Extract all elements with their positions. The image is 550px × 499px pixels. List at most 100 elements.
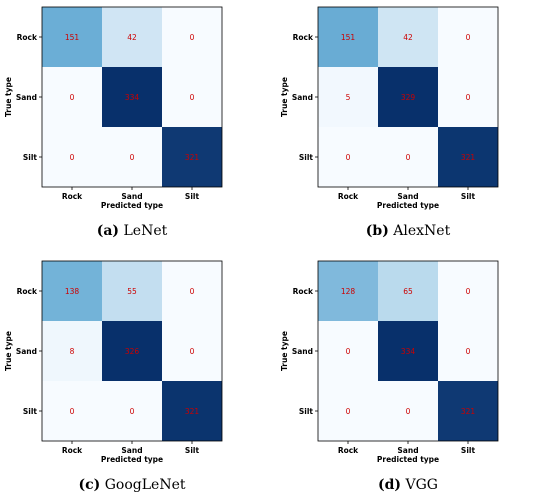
matrix-cell	[102, 321, 162, 381]
panel-caption: (b) AlexNet	[366, 223, 451, 239]
matrix-cell	[378, 7, 438, 67]
y-tick-label: Rock	[293, 287, 314, 296]
x-tick-label: Silt	[461, 446, 476, 455]
y-tick-label: Sand	[16, 347, 37, 356]
x-tick-label: Silt	[461, 192, 476, 201]
caption-model-name: GoogLeNet	[100, 477, 186, 493]
cell-value-label: 151	[65, 33, 80, 42]
matrix-cell	[438, 321, 498, 381]
cell-value-label: 138	[65, 287, 80, 296]
cell-value-label: 151	[341, 33, 356, 42]
matrix-cell	[438, 381, 498, 441]
cell-value-label: 8	[70, 347, 75, 356]
cell-value-label: 0	[130, 153, 135, 162]
cell-value-label: 42	[127, 33, 137, 42]
matrix-cell	[318, 381, 378, 441]
cell-value-label: 0	[466, 33, 471, 42]
matrix-cell	[42, 127, 102, 187]
cell-value-label: 321	[461, 407, 476, 416]
panel-caption: (a) LeNet	[97, 223, 168, 239]
matrix-cell	[318, 127, 378, 187]
cell-value-label: 329	[401, 93, 416, 102]
x-tick-label: Rock	[338, 446, 359, 455]
matrix-cell	[438, 67, 498, 127]
y-tick-label: Silt	[299, 407, 314, 416]
y-axis-title: True type	[280, 331, 289, 371]
matrix-cell	[378, 321, 438, 381]
matrix-cell	[318, 7, 378, 67]
confusion-matrix-panel: 151 42 0 5 329 0 0 0 321 Rock Sand Silt Rock Sand Silt…	[280, 6, 499, 239]
y-tick-label: Silt	[23, 407, 38, 416]
confusion-matrix-panel: 128 65 0 0 334 0 0 0 321 Rock Sand Silt Rock Sand Silt…	[280, 260, 499, 493]
caption-model-name: LeNet	[119, 223, 168, 239]
panel-caption: (c) GoogLeNet	[79, 477, 186, 493]
x-tick-label: Silt	[185, 446, 200, 455]
matrix-cell	[42, 261, 102, 321]
x-tick-label: Sand	[397, 192, 418, 201]
matrix-cell	[42, 381, 102, 441]
cell-value-label: 128	[341, 287, 356, 296]
matrix-cell	[102, 7, 162, 67]
caption-letter: (c)	[79, 477, 101, 493]
cell-value-label: 334	[125, 93, 140, 102]
confusion-matrix-panel: 138 55 0 8 326 0 0 0 321 Rock Sand Silt Rock Sand Silt…	[4, 260, 223, 493]
cell-value-label: 321	[185, 153, 200, 162]
cell-value-label: 0	[190, 93, 195, 102]
x-axis-title: Predicted type	[377, 201, 439, 210]
cell-value-label: 321	[461, 153, 476, 162]
y-tick-label: Sand	[16, 93, 37, 102]
y-tick-label: Rock	[17, 33, 38, 42]
cell-value-label: 0	[346, 347, 351, 356]
x-axis-title: Predicted type	[101, 455, 163, 464]
y-tick-label: Silt	[23, 153, 38, 162]
caption-model-name: VGG	[401, 477, 438, 493]
cell-value-label: 0	[70, 153, 75, 162]
cell-value-label: 0	[406, 407, 411, 416]
matrix-cell	[318, 67, 378, 127]
matrix-cell	[318, 261, 378, 321]
y-tick-label: Rock	[293, 33, 314, 42]
y-axis-title: True type	[280, 77, 289, 117]
cell-value-label: 334	[401, 347, 416, 356]
matrix-cell	[102, 261, 162, 321]
y-tick-label: Rock	[17, 287, 38, 296]
cell-value-label: 0	[466, 287, 471, 296]
x-tick-label: Sand	[397, 446, 418, 455]
matrix-cell	[102, 381, 162, 441]
x-axis-title: Predicted type	[377, 455, 439, 464]
cell-value-label: 0	[466, 347, 471, 356]
matrix-cell	[42, 67, 102, 127]
matrix-cell	[438, 261, 498, 321]
matrix-cell	[162, 381, 222, 441]
caption-letter: (d)	[378, 477, 401, 493]
matrix-cell	[162, 67, 222, 127]
matrix-cell	[162, 261, 222, 321]
cell-value-label: 0	[70, 93, 75, 102]
x-axis-title: Predicted type	[101, 201, 163, 210]
cell-value-label: 0	[190, 287, 195, 296]
matrix-cell	[42, 7, 102, 67]
x-tick-label: Rock	[338, 192, 359, 201]
matrix-cell	[378, 381, 438, 441]
x-tick-label: Rock	[62, 446, 83, 455]
panel-caption: (d) VGG	[378, 477, 438, 493]
x-tick-label: Rock	[62, 192, 83, 201]
matrix-cell	[102, 67, 162, 127]
matrix-cell	[378, 261, 438, 321]
caption-letter: (b)	[366, 223, 389, 239]
matrix-cell	[102, 127, 162, 187]
cell-value-label: 0	[346, 153, 351, 162]
cell-value-label: 65	[403, 287, 413, 296]
cell-value-label: 55	[127, 287, 137, 296]
x-tick-label: Sand	[121, 192, 142, 201]
y-tick-label: Sand	[292, 93, 313, 102]
matrix-cell	[162, 321, 222, 381]
y-tick-label: Sand	[292, 347, 313, 356]
cell-value-label: 326	[125, 347, 140, 356]
cell-value-label: 0	[190, 347, 195, 356]
cell-value-label: 0	[346, 407, 351, 416]
matrix-cell	[162, 127, 222, 187]
caption-model-name: AlexNet	[389, 223, 451, 239]
y-axis-title: True type	[4, 331, 13, 371]
